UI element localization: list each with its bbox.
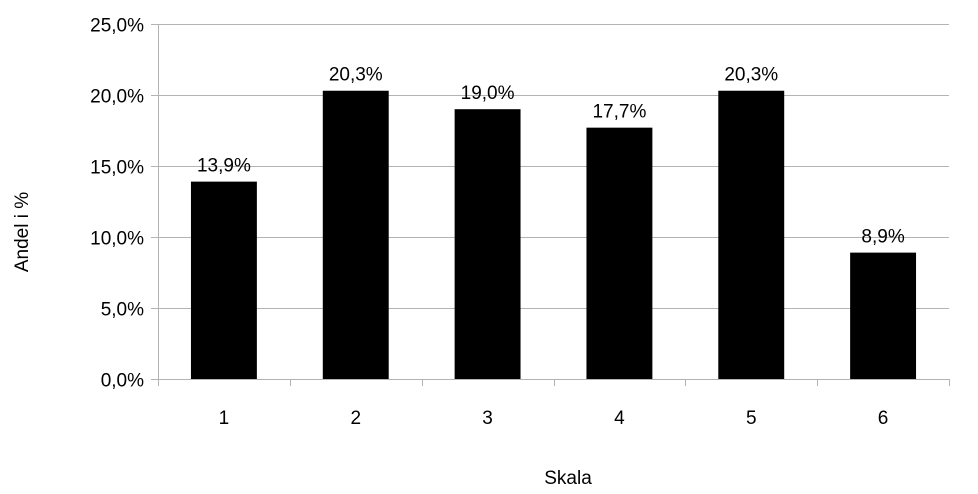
x-tick-label: 1 [219,408,230,429]
bar [190,181,257,379]
data-label: 20,3% [724,65,778,86]
x-tick-label: 4 [614,408,625,429]
gridlines [158,24,949,309]
bar [586,127,653,379]
y-tick-label: 10,0% [90,229,144,250]
bars [190,90,917,380]
bar [322,90,389,380]
x-tick-label: 3 [482,408,493,429]
data-label: 13,9% [197,156,251,177]
x-axis-title: Skala [544,468,592,489]
x-tick-label: 5 [746,408,757,429]
data-label: 20,3% [329,65,383,86]
y-axis-title: Andel i % [12,192,33,272]
bar [454,109,521,379]
y-tick-label: 15,0% [90,158,144,179]
axes [151,24,950,386]
bar [850,252,917,379]
data-label: 8,9% [861,227,904,248]
data-label: 19,0% [461,83,515,104]
y-tick-label: 0,0% [101,371,144,392]
y-tick-label: 20,0% [90,87,144,108]
y-tick-label: 5,0% [101,300,144,321]
y-tick-label: 25,0% [90,16,144,37]
bar [718,90,785,380]
data-label: 17,7% [592,102,646,123]
x-tick-label: 2 [350,408,361,429]
labels: 0,0% 5,0% 10,0% 15,0% 20,0% 25,0% 13,9% 1 20,3% 2… [90,16,905,430]
x-tick-label: 6 [878,408,889,429]
